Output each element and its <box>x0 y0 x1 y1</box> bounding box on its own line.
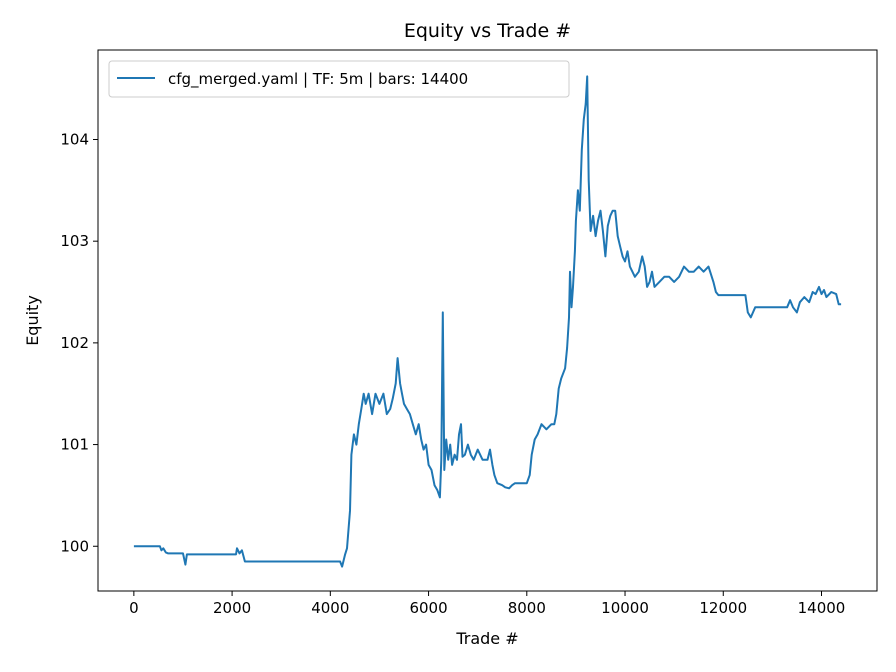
x-tick-label: 10000 <box>601 599 649 617</box>
chart-title: Equity vs Trade # <box>404 20 571 42</box>
plot-layer <box>133 75 842 568</box>
x-axis-label: Trade # <box>455 629 518 648</box>
legend-box <box>108 60 570 98</box>
x-tick-label: 8000 <box>508 599 546 617</box>
plot-frame <box>97 49 878 592</box>
legend-entry: cfg_merged.yaml | TF: 5m | bars: 14400 <box>168 70 468 89</box>
x-tick-label: 2000 <box>213 599 251 617</box>
x-tick-label: 6000 <box>409 599 447 617</box>
y-axis: 100 101 102 103 104 <box>60 130 98 555</box>
x-tick-label: 4000 <box>311 599 349 617</box>
y-tick-label: 103 <box>60 232 89 250</box>
x-tick-label: 0 <box>129 599 139 617</box>
x-axis: 0 2000 4000 6000 8000 10000 12000 14000 <box>129 591 845 617</box>
y-tick-label: 101 <box>60 436 89 454</box>
series-line <box>133 75 842 568</box>
legend: cfg_merged.yaml | TF: 5m | bars: 14400 <box>108 60 570 98</box>
y-axis-label: Equity <box>23 295 42 346</box>
y-tick-label: 100 <box>60 537 89 555</box>
x-tick-label: 12000 <box>699 599 747 617</box>
x-tick-label: 14000 <box>798 599 846 617</box>
y-tick-label: 104 <box>60 130 89 148</box>
y-tick-label: 102 <box>60 334 89 352</box>
